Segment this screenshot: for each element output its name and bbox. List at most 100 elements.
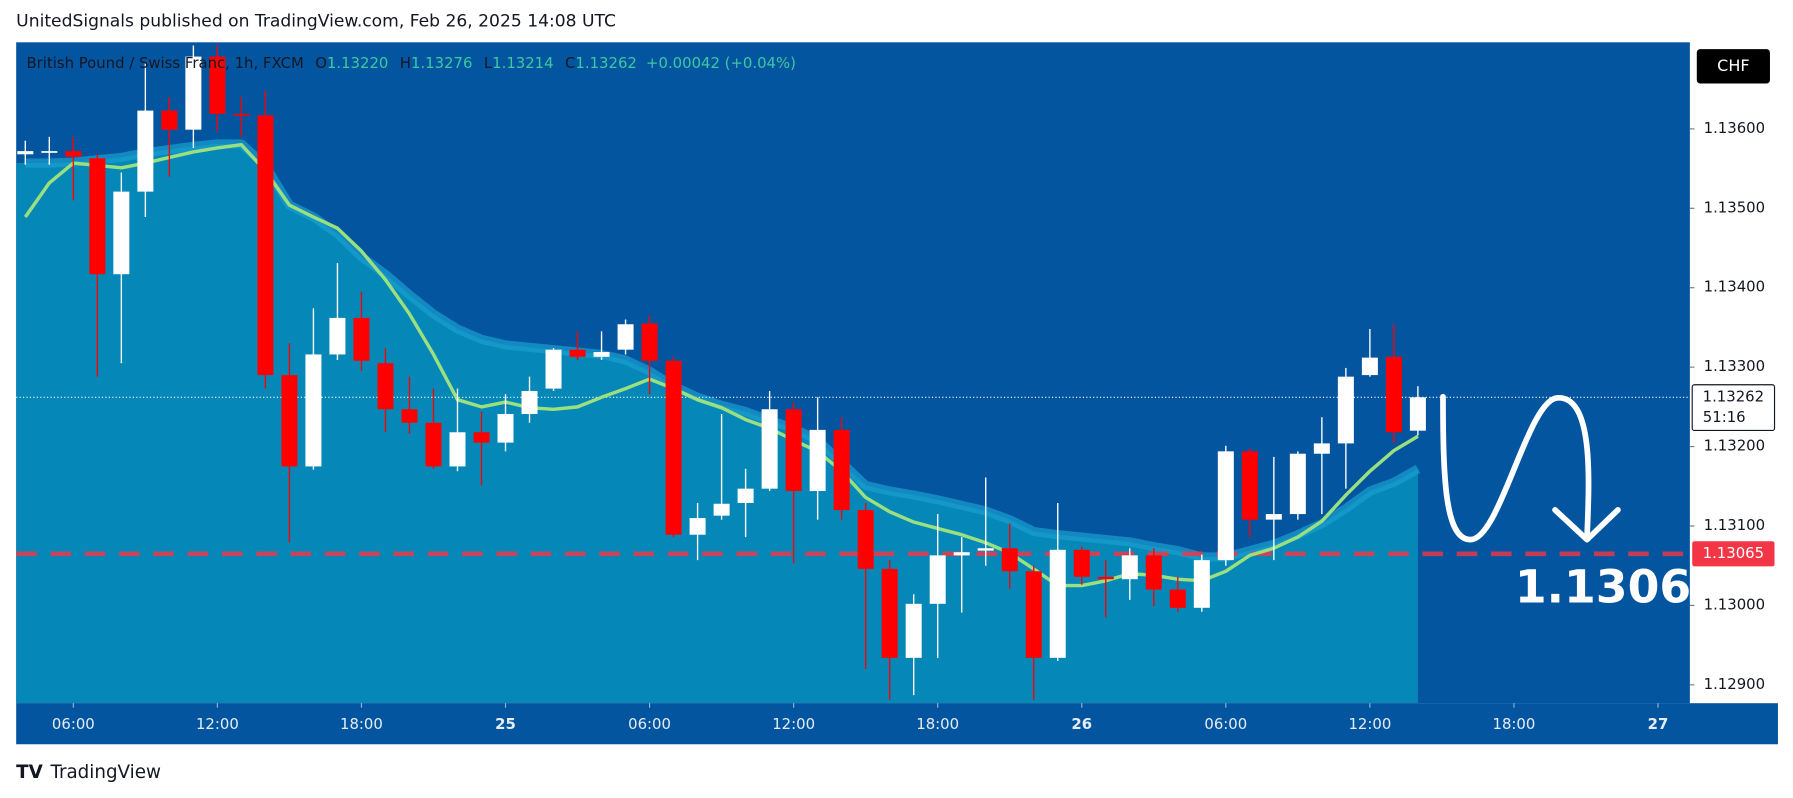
candle-body xyxy=(689,518,706,535)
candle-body xyxy=(833,429,850,511)
brand: TradingView xyxy=(49,762,161,783)
candle-body xyxy=(1145,555,1162,590)
candle-body xyxy=(233,113,250,116)
annotation: 1.1306 xyxy=(1515,560,1691,613)
y-tick-label: 1.13100 xyxy=(1704,516,1765,534)
x-tick-label: 12:00 xyxy=(772,715,815,733)
candle-body xyxy=(857,510,874,569)
candle-body xyxy=(665,360,682,535)
candle-body xyxy=(401,409,418,423)
legend: British Pound / Swiss Franc, 1h, FXCM O1.… xyxy=(26,54,795,72)
x-tick-label: 06:00 xyxy=(52,715,95,733)
candle-body xyxy=(329,317,346,355)
candle-body xyxy=(113,191,130,275)
y-tick-label: 1.12900 xyxy=(1704,675,1765,693)
candle-body xyxy=(1289,453,1306,515)
candle-body xyxy=(1073,549,1090,577)
candle-body xyxy=(761,409,778,489)
x-tick-label: 26 xyxy=(1071,715,1092,733)
candle-body xyxy=(881,568,898,658)
candle-body xyxy=(1193,560,1210,608)
candle-body xyxy=(473,432,490,443)
legend-value: 1.13214 xyxy=(492,54,553,72)
candle-body xyxy=(737,488,754,503)
legend-key: H xyxy=(400,54,411,72)
plot xyxy=(16,45,1690,704)
candle-body xyxy=(1025,571,1042,658)
candle-body xyxy=(1001,548,1018,572)
level-badge xyxy=(1692,541,1775,567)
brand-logo: TV xyxy=(16,762,43,783)
x-tick-label: 18:00 xyxy=(916,715,959,733)
candle-body xyxy=(449,432,466,467)
candle-body xyxy=(569,349,586,357)
candle-body xyxy=(1241,451,1258,520)
legend-change: +0.00042 (+0.04%) xyxy=(646,54,796,72)
candle-body xyxy=(137,110,154,192)
candle-body xyxy=(1097,576,1114,580)
legend-key: L xyxy=(484,54,493,72)
y-tick-label: 1.13500 xyxy=(1704,198,1765,216)
ma-slow-area xyxy=(16,143,1418,704)
candle-body xyxy=(353,317,370,361)
candle-body xyxy=(713,503,730,516)
candle-body xyxy=(377,363,394,410)
last-price-label: 1.13262 xyxy=(1703,387,1764,405)
candle-body xyxy=(617,324,634,350)
x-tick-label: 06:00 xyxy=(1204,715,1247,733)
y-tick-label: 1.13000 xyxy=(1704,595,1765,613)
candle-body xyxy=(929,555,946,604)
time-axis xyxy=(16,703,1778,745)
price-axis xyxy=(1689,42,1778,704)
level-label: 1.13065 xyxy=(1703,544,1764,562)
candle-body xyxy=(41,151,58,153)
candle-body xyxy=(521,390,538,415)
candle-body xyxy=(281,375,298,467)
candle-body xyxy=(1313,443,1330,454)
candle-body xyxy=(785,409,802,492)
candle-body xyxy=(425,422,442,467)
countdown: 51:16 xyxy=(1703,408,1746,426)
candle-body xyxy=(905,603,922,658)
candle-body xyxy=(1337,376,1354,444)
legend-value: 1.13276 xyxy=(411,54,472,72)
header: UnitedSignals published on TradingView.c… xyxy=(16,12,616,32)
y-tick-label: 1.13200 xyxy=(1704,437,1765,455)
arrow xyxy=(1440,393,1592,543)
legend-value: 1.13220 xyxy=(327,54,388,72)
candle-body xyxy=(593,352,610,357)
candle-body xyxy=(1361,357,1378,376)
y-tick-label: 1.13400 xyxy=(1704,278,1765,296)
candle-body xyxy=(161,110,178,130)
last-price-badge xyxy=(1691,384,1776,432)
candle-body xyxy=(641,323,658,361)
candle-body xyxy=(545,349,562,389)
candle-body xyxy=(1265,514,1282,520)
arrow-head xyxy=(1552,507,1621,543)
candle-body xyxy=(1121,555,1138,580)
x-tick-label: 18:00 xyxy=(340,715,383,733)
overlay: 1.1306 xyxy=(1440,393,1691,613)
candle-body xyxy=(1049,549,1066,658)
candle-body xyxy=(17,151,34,155)
x-tick-label: 12:00 xyxy=(1348,715,1391,733)
candle-body xyxy=(1217,451,1234,561)
currency-badge xyxy=(1696,49,1770,84)
candle-body xyxy=(1409,397,1426,431)
x-tick-label: 25 xyxy=(495,715,516,733)
x-tick-label: 27 xyxy=(1648,715,1669,733)
candle-body xyxy=(809,429,826,492)
candle-body xyxy=(497,414,514,443)
legend-key: O xyxy=(315,54,327,72)
candle-body xyxy=(65,151,82,157)
legend-value: 1.13262 xyxy=(575,54,636,72)
candle-body xyxy=(257,115,274,376)
candle-body xyxy=(209,56,226,114)
candle-body xyxy=(977,548,994,551)
candle-body xyxy=(953,552,970,556)
candle-body xyxy=(185,56,202,130)
candle-body xyxy=(1385,356,1402,433)
candle-body xyxy=(89,158,106,275)
